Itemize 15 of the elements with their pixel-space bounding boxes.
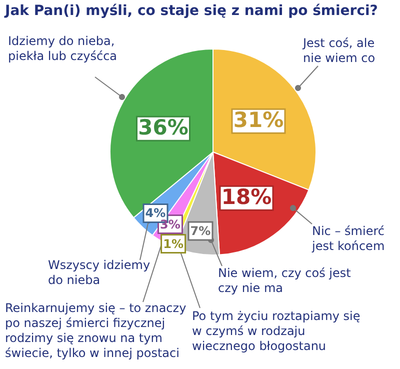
data-label: 3% — [160, 217, 180, 232]
slice-label: Nie wiem, czy coś jest czy nie ma — [218, 266, 352, 295]
data-label: 1% — [163, 236, 184, 251]
data-label: 4% — [145, 206, 166, 220]
data-label: 7% — [190, 224, 211, 238]
slice-label: Wszyscy idziemy do nieba — [48, 258, 150, 287]
slice-label: Reinkarnujemy się – to znaczy po naszej śmierci fizycznej rodzimy się znowu na tym świecie, tylko w innej postaci — [5, 301, 186, 360]
slice-label: Idziemy do nieba, piekła lub czyśćca — [8, 34, 118, 63]
chart-title: Jak Pan(i) myśli, co staje się z nami po śmierci? — [4, 3, 378, 19]
slice-label: Nic – śmierć jest końcem — [311, 224, 385, 253]
slice-label: Po tym życiu roztapiamy się w czymś w rodzaju wiecznego błogostanu — [192, 309, 360, 353]
data-label: 18% — [221, 185, 272, 210]
data-label: 36% — [138, 116, 188, 140]
slice-label: Jest coś, ale nie wiem co — [302, 36, 376, 65]
data-label: 31% — [233, 108, 284, 132]
